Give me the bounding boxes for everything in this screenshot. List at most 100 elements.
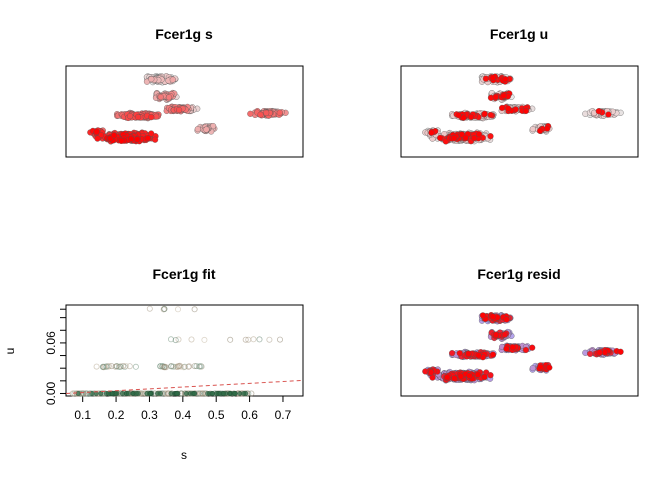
cell-point <box>481 373 488 381</box>
cell-point <box>437 134 444 141</box>
cell-point <box>537 127 544 134</box>
fit-point <box>221 390 227 397</box>
cell-point <box>601 349 609 356</box>
embedding-points-u <box>422 73 624 145</box>
cell-point <box>457 373 464 380</box>
y-tick-label: 0.00 <box>44 381 58 405</box>
cell-point <box>110 132 118 139</box>
cell-point <box>546 364 553 371</box>
cell-point <box>165 94 173 101</box>
cell-point <box>487 372 494 379</box>
cell-point <box>544 125 551 132</box>
cell-point <box>475 352 482 359</box>
panel-title-fit: Fcer1g fit <box>152 266 215 282</box>
cell-point <box>509 344 516 351</box>
cell-point <box>529 365 536 372</box>
fit-point <box>93 363 100 370</box>
fit-points <box>69 305 283 397</box>
cell-point <box>503 345 510 352</box>
fit-point <box>201 336 208 343</box>
panel-title-u: Fcer1g u <box>490 26 548 42</box>
cell-point <box>501 331 508 338</box>
cell-point <box>522 346 529 354</box>
fit-point <box>209 390 215 397</box>
cell-point <box>148 76 155 83</box>
y-tick-label: 0.06 <box>44 331 58 355</box>
cell-point <box>118 137 125 144</box>
fit-point <box>227 336 234 343</box>
cell-point <box>465 350 472 357</box>
cell-point <box>94 135 101 142</box>
cell-point <box>503 316 510 323</box>
panel-frame-u <box>400 65 639 158</box>
cell-point <box>203 126 210 133</box>
cell-point <box>128 135 135 142</box>
cell-point <box>529 126 536 133</box>
panel-frame-fit <box>65 304 304 397</box>
fit-point <box>75 390 81 397</box>
x-tick-label: 0.3 <box>141 408 158 422</box>
cell-point <box>500 92 507 99</box>
fit-point <box>146 305 153 312</box>
fit-point <box>191 306 198 313</box>
x-tick-label: 0.1 <box>74 408 91 422</box>
cell-point <box>257 111 264 118</box>
fit-point <box>191 390 197 397</box>
embedding-points-resid <box>422 312 624 384</box>
fit-point <box>126 390 132 397</box>
cell-point <box>487 133 494 140</box>
cell-point <box>492 93 499 101</box>
x-tick-label: 0.7 <box>275 408 292 422</box>
fit-point <box>188 336 195 343</box>
cell-point <box>428 369 435 376</box>
fit-point <box>183 390 189 397</box>
cell-point <box>449 350 456 357</box>
x-tick-label: 0.6 <box>241 408 258 422</box>
cell-point <box>176 106 183 114</box>
cell-point <box>462 134 469 141</box>
cell-point <box>157 93 164 101</box>
cell-point <box>148 114 155 121</box>
fit-point <box>232 390 238 397</box>
x-axis-label: s <box>181 448 187 462</box>
fit-point <box>157 390 163 397</box>
fit-point <box>266 336 273 343</box>
cell-point <box>444 374 451 381</box>
cell-point <box>247 110 254 117</box>
cell-point <box>428 129 435 136</box>
cell-point <box>479 312 486 319</box>
cell-point <box>617 348 624 355</box>
cell-point <box>276 109 283 116</box>
cell-point <box>467 113 475 120</box>
cell-point <box>489 351 497 358</box>
fit-point <box>276 336 283 343</box>
cell-point <box>451 375 458 382</box>
cell-point <box>595 108 602 115</box>
fit-point <box>105 390 112 397</box>
cell-point <box>476 131 483 138</box>
cell-point <box>481 110 488 117</box>
cell-point <box>502 76 509 83</box>
panel-title-s: Fcer1g s <box>155 26 213 42</box>
cell-point <box>489 74 496 81</box>
fit-point <box>250 336 257 343</box>
cell-point <box>537 363 544 371</box>
cell-point <box>596 349 603 356</box>
fit-point <box>174 306 181 313</box>
cell-point <box>127 113 134 120</box>
cell-point <box>474 371 481 378</box>
cell-point <box>499 104 506 111</box>
x-tick-label: 0.2 <box>108 408 125 422</box>
cell-point <box>492 331 500 338</box>
cell-point <box>487 111 494 119</box>
cell-point <box>429 374 436 381</box>
cell-point <box>144 135 151 142</box>
x-tick-label: 0.5 <box>208 408 225 422</box>
cell-point <box>148 130 155 137</box>
cell-point <box>263 109 270 116</box>
cell-point <box>134 136 141 143</box>
cell-point <box>456 350 463 357</box>
cell-point <box>522 107 529 115</box>
embedding-points-s <box>87 73 289 145</box>
